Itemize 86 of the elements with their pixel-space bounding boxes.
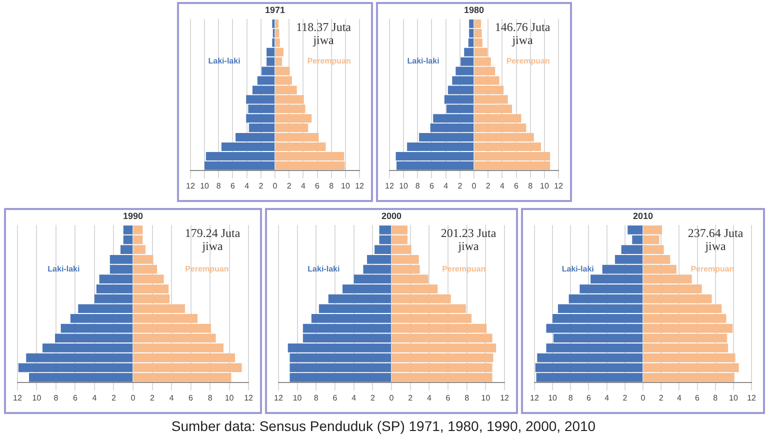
x-tick-label: 10	[399, 181, 409, 190]
x-tick-label: 12	[274, 393, 284, 402]
x-tick-label: 0	[640, 393, 646, 402]
series-label: Perempuan	[690, 264, 734, 274]
chart-title: 1980	[462, 5, 486, 15]
x-tick-label: 2	[408, 393, 414, 402]
series-label: Laki-laki	[562, 264, 594, 274]
x-tick-label: 2	[658, 393, 664, 402]
chart-title: 2010	[632, 211, 654, 221]
x-tick-label: 6	[73, 393, 78, 402]
x-tick-label: 6	[446, 393, 451, 402]
x-tick-label: 6	[430, 181, 434, 190]
chart-title: 2000	[380, 211, 403, 221]
series-label: Perempuan	[506, 56, 550, 66]
chart-title: 1990	[122, 211, 144, 221]
series-label: Laki-laki	[308, 264, 340, 274]
x-tick-label: 6	[586, 393, 592, 402]
x-tick-label: 0	[389, 393, 394, 402]
x-tick-label: 2	[150, 393, 156, 402]
x-tick-label: 8	[528, 181, 534, 190]
x-tick-label: 10	[292, 393, 302, 402]
x-tick-label: 8	[208, 393, 213, 402]
x-tick-label: 4	[500, 181, 505, 190]
x-tick-label: 4	[676, 393, 682, 402]
annotation: 146.76 Juta jiwa	[494, 20, 551, 47]
x-tick-label: 6	[332, 393, 338, 402]
x-tick-label: 0	[272, 181, 278, 190]
x-tick-label: 8	[464, 393, 470, 402]
x-tick-label: 2	[112, 393, 117, 402]
text: Perempuan	[307, 56, 352, 66]
chart-title: 1971	[264, 5, 286, 15]
annotation: 201.23 Juta jiwa	[440, 226, 497, 253]
x-tick-label: 2	[486, 181, 491, 190]
x-tick-label: 12	[530, 393, 540, 402]
x-tick-label: 6	[315, 181, 320, 190]
x-tick-label: 8	[329, 181, 334, 190]
x-tick-label: 10	[481, 393, 491, 402]
x-tick-label: 8	[314, 393, 319, 402]
x-tick-label: 4	[444, 181, 449, 190]
annotation: 179.24 Juta jiwa	[184, 226, 241, 253]
x-tick-label: 10	[32, 393, 42, 402]
x-tick-label: 4	[244, 181, 250, 190]
x-tick-label: 2	[458, 181, 463, 190]
x-tick-label: 6	[514, 181, 520, 190]
x-tick-label: 12	[244, 393, 254, 402]
x-tick-label: 10	[540, 181, 550, 190]
x-tick-label: 8	[415, 181, 420, 190]
text: Laki-laki	[208, 56, 240, 66]
x-tick-label: 12	[384, 181, 394, 190]
x-tick-label: 2	[258, 181, 264, 190]
x-tick-label: 8	[216, 181, 222, 190]
x-tick-label: 10	[200, 181, 210, 190]
x-tick-label: 4	[352, 393, 357, 402]
annotation: 118.37 Juta jiwa	[296, 20, 352, 47]
x-tick-label: 10	[548, 393, 558, 402]
x-tick-label: 10	[729, 393, 738, 402]
x-tick-label: 12	[355, 181, 365, 190]
x-tick-label: 4	[169, 393, 174, 402]
x-tick-label: 12	[747, 393, 757, 402]
x-tick-label: 2	[370, 393, 376, 402]
x-tick-label: 4	[92, 393, 98, 402]
x-tick-label: 8	[54, 393, 59, 402]
x-tick-label: 12	[186, 181, 196, 190]
x-tick-label: 4	[604, 393, 610, 402]
x-tick-label: 2	[622, 393, 628, 402]
x-tick-label: 8	[713, 393, 718, 402]
text: Sumber data: Sensus Penduduk (SP) 1971, 1980, 1990, 2000, 2010	[170, 418, 597, 434]
x-tick-label: 10	[341, 181, 350, 190]
x-tick-label: 0	[130, 393, 136, 402]
series-label: Perempuan	[442, 264, 486, 274]
x-tick-label: 8	[568, 393, 574, 402]
x-tick-label: 4	[426, 393, 432, 402]
annotation: 237.64 Juta jiwa	[688, 226, 744, 253]
x-tick-label: 12	[500, 393, 510, 402]
x-tick-label: 0	[472, 181, 477, 190]
text: Laki-laki	[48, 264, 80, 274]
text: Perempuan	[185, 264, 229, 274]
x-tick-label: 2	[286, 181, 292, 190]
x-tick-label: 4	[300, 181, 306, 190]
x-tick-label: 6	[188, 393, 194, 402]
x-tick-label: 6	[230, 181, 236, 190]
x-tick-label: 10	[224, 393, 234, 402]
x-tick-label: 6	[695, 393, 700, 402]
text: Laki-laki	[407, 56, 440, 66]
x-tick-label: 12	[554, 181, 564, 190]
x-tick-label: 12	[12, 393, 22, 402]
